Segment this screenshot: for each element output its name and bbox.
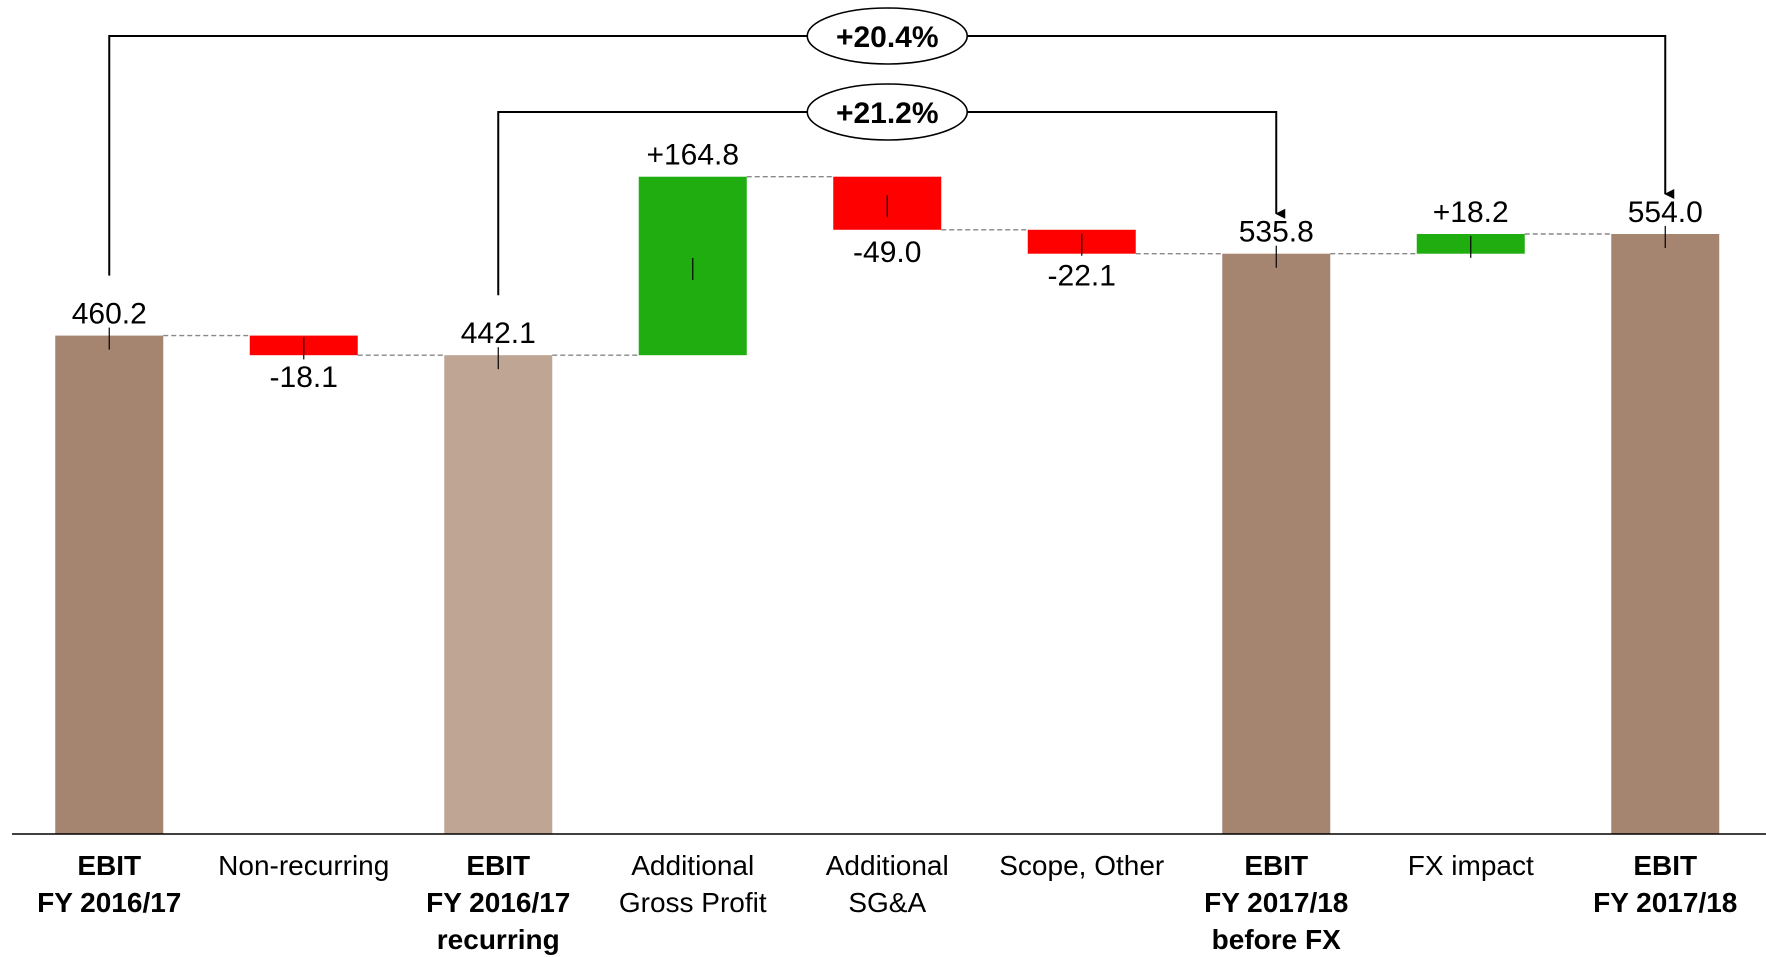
category-label: EBIT [1633,850,1697,881]
bar [444,355,553,834]
bar [55,335,164,834]
growth-badge [806,83,969,141]
bar [1222,253,1331,835]
category-label: Additional [631,850,754,881]
category-label: before FX [1212,924,1341,955]
data-label: 535.8 [1239,216,1314,249]
category-label: FY 2017/18 [1593,887,1737,918]
category-label: EBIT [77,850,141,881]
growth-label: +20.4% [836,21,939,54]
category-label: FX impact [1408,850,1534,881]
data-label: 442.1 [461,317,536,350]
category-label: Scope, Other [999,850,1164,881]
data-label: 554.0 [1628,196,1703,229]
data-label: +164.8 [646,139,739,172]
category-label: SG&A [848,887,926,918]
category-label: recurring [437,924,560,955]
data-label: 460.2 [72,298,147,331]
category-label: FY 2017/18 [1204,887,1348,918]
category-label: Non-recurring [218,850,389,881]
growth-badge [806,7,969,65]
category-label: Gross Profit [619,887,767,918]
category-label: EBIT [466,850,530,881]
category-label: FY 2016/17 [37,887,181,918]
data-label: -22.1 [1048,260,1116,293]
data-label: +18.2 [1433,196,1509,229]
category-label: FY 2016/17 [426,887,570,918]
bar [1611,234,1720,834]
data-label: -49.0 [853,236,921,269]
category-label: Additional [826,850,949,881]
data-label: -18.1 [270,361,338,394]
growth-label: +21.2% [836,97,939,130]
category-label: EBIT [1244,850,1308,881]
